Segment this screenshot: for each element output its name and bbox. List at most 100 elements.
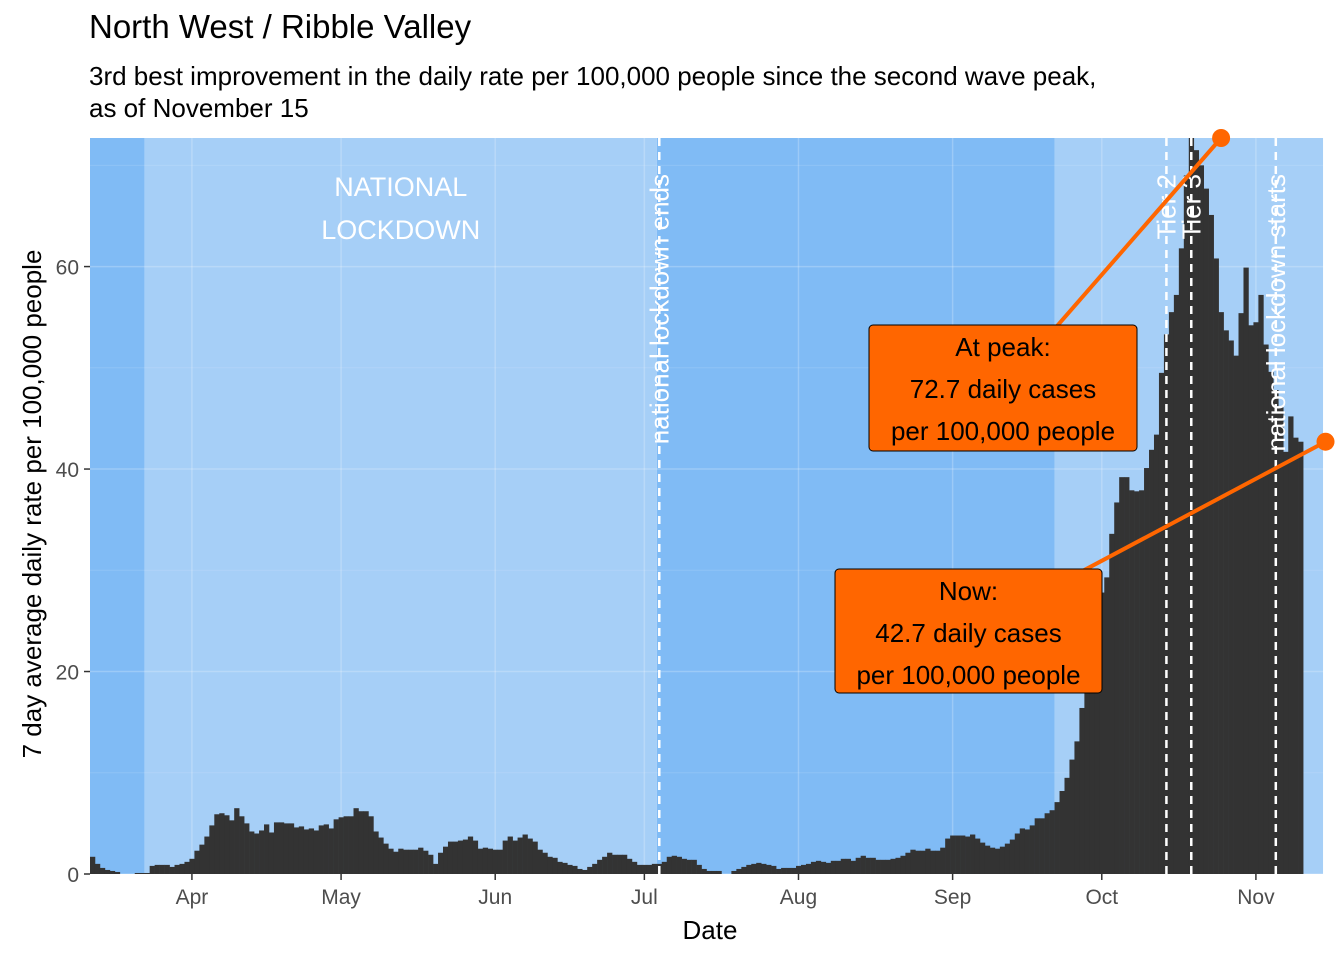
bar <box>438 852 444 874</box>
bar <box>1198 165 1205 875</box>
bar <box>1173 294 1180 875</box>
bar <box>915 850 921 874</box>
bar <box>855 857 861 874</box>
bar <box>1029 825 1035 874</box>
peak-label-line2: 72.7 daily cases <box>910 374 1096 404</box>
bar <box>711 870 717 874</box>
x-tick-label: Aug <box>780 886 817 909</box>
x-axis-title: Date <box>683 915 738 945</box>
bar <box>1094 599 1100 874</box>
bar <box>457 840 464 874</box>
shaded-period-1 <box>144 138 657 874</box>
bar <box>1004 843 1011 874</box>
bar <box>706 870 712 874</box>
bar <box>149 865 155 874</box>
bar <box>184 861 190 874</box>
peak-point <box>1212 129 1231 147</box>
bar <box>517 837 523 874</box>
bar <box>661 861 668 874</box>
bar <box>815 860 822 874</box>
bar <box>940 847 946 874</box>
bar <box>1278 407 1284 874</box>
y-tick-label: 40 <box>56 459 79 482</box>
bar <box>423 850 429 874</box>
now-point <box>1316 432 1335 451</box>
bar <box>651 863 658 874</box>
bar <box>308 828 315 874</box>
bar <box>910 849 916 874</box>
now-label-box <box>834 568 1103 694</box>
bar <box>408 849 414 874</box>
bar <box>363 811 369 874</box>
bar <box>950 835 956 874</box>
x-tick-label: May <box>321 886 361 909</box>
bar <box>219 813 225 874</box>
bar <box>1158 372 1165 874</box>
bar <box>781 867 787 874</box>
bar <box>1183 175 1190 874</box>
bar <box>527 838 533 874</box>
bar <box>1059 790 1065 874</box>
x-tick-label: Nov <box>1237 886 1275 909</box>
bar <box>562 862 568 874</box>
bar <box>974 838 981 874</box>
bar <box>1233 355 1239 874</box>
bar <box>1064 777 1070 874</box>
bar <box>259 830 265 874</box>
bar <box>1243 267 1249 874</box>
bar <box>403 849 409 874</box>
bar <box>398 848 404 874</box>
bar <box>482 847 489 874</box>
bar <box>1044 813 1050 874</box>
bar <box>875 859 881 874</box>
bar <box>1258 294 1264 875</box>
bar <box>109 870 116 874</box>
bar <box>1079 707 1085 874</box>
bar <box>736 868 742 874</box>
now-label-line1: Now: <box>939 576 998 606</box>
bar <box>676 856 682 874</box>
bar <box>756 862 762 874</box>
bar <box>333 819 339 874</box>
bar <box>805 863 812 874</box>
y-tick-label: 20 <box>56 662 79 685</box>
bar <box>626 858 633 874</box>
bar <box>1144 468 1150 874</box>
bar <box>925 848 931 874</box>
bar <box>989 847 996 874</box>
y-tick-label: 0 <box>67 864 79 887</box>
bar <box>994 848 1001 874</box>
bar <box>796 865 802 874</box>
event-label: Tier 2 <box>1151 174 1181 240</box>
bar <box>249 831 255 874</box>
bar <box>681 858 687 874</box>
bar <box>900 855 906 874</box>
bar <box>636 864 643 874</box>
bar <box>825 862 832 874</box>
bar <box>244 823 250 874</box>
bar <box>313 830 320 874</box>
bar <box>1089 625 1095 874</box>
bar <box>1248 325 1254 874</box>
bar <box>358 811 364 874</box>
bar <box>696 864 702 874</box>
bar <box>443 846 449 874</box>
bar <box>1099 592 1105 874</box>
bar <box>1009 839 1016 874</box>
period-label-line1: NATIONAL <box>334 172 467 202</box>
bar <box>264 824 270 874</box>
bar <box>612 854 618 874</box>
bar <box>860 855 866 874</box>
bar <box>542 852 548 874</box>
bar <box>114 871 121 874</box>
bar <box>348 816 354 874</box>
bar <box>224 815 230 874</box>
bar <box>920 850 926 874</box>
x-tick-label: Apr <box>176 886 209 909</box>
bar <box>1129 490 1135 874</box>
bar <box>1203 188 1209 874</box>
bar <box>567 864 573 874</box>
bar <box>1298 441 1304 874</box>
bar <box>1263 344 1269 874</box>
